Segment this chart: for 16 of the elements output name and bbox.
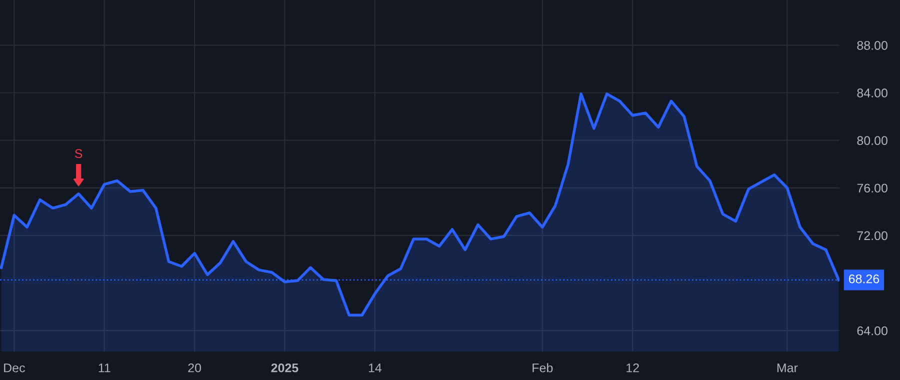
ref-line-label: 68.26	[848, 274, 880, 284]
x-tick-label: 2025	[271, 363, 298, 372]
x-tick-label: 14	[368, 364, 382, 372]
y-tick-label: 84.00	[857, 88, 888, 98]
y-tick-label: 88.00	[857, 40, 888, 50]
x-tick-label: 12	[626, 363, 639, 372]
y-tick-label: 76.00	[857, 184, 888, 193]
x-tick-label: Mar	[777, 364, 798, 372]
x-tick-label: Feb	[532, 363, 553, 372]
y-tick-label: 64.00	[857, 326, 888, 336]
y-tick-label: 72.00	[857, 231, 888, 240]
x-tick-label: 20	[188, 363, 202, 372]
x-tick-label: Dec	[4, 364, 25, 372]
x-tick-label: 11	[98, 364, 110, 372]
y-tick-label: 80.00	[857, 136, 888, 145]
annotation: S	[74, 149, 82, 158]
